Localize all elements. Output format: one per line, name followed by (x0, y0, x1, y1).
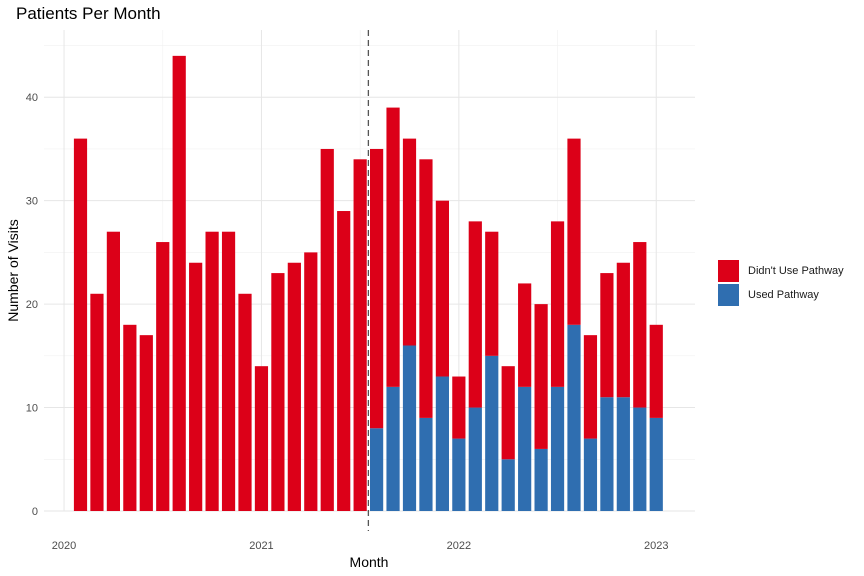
bar-didnt-use-pathway (370, 148, 384, 429)
bar-didnt-use-pathway (633, 242, 647, 408)
legend-label-not-used: Didn't Use Pathway (748, 265, 844, 277)
bar-didnt-use-pathway (402, 138, 417, 346)
y-tick-label: 20 (26, 299, 38, 311)
x-tick-label: 2020 (52, 540, 76, 552)
bar-didnt-use-pathway (304, 252, 318, 512)
bar-didnt-use-pathway (616, 262, 630, 398)
legend-item-not-used: Didn't Use Pathway (718, 259, 844, 283)
bar-used-pathway (649, 417, 663, 511)
bar-didnt-use-pathway (567, 138, 581, 325)
bar-used-pathway (616, 397, 630, 511)
bar-used-pathway (435, 376, 449, 511)
bar-didnt-use-pathway (501, 366, 515, 460)
y-tick-label: 40 (26, 92, 38, 104)
bar-used-pathway (550, 386, 565, 511)
legend-swatch-used (718, 284, 739, 306)
x-tick-label: 2023 (644, 540, 668, 552)
bar-didnt-use-pathway (271, 273, 285, 511)
bar-didnt-use-pathway (534, 304, 548, 449)
bar-didnt-use-pathway (468, 221, 482, 408)
bar-used-pathway (419, 417, 433, 511)
bar-didnt-use-pathway (386, 107, 400, 387)
bar-used-pathway (402, 345, 417, 511)
bar-used-pathway (534, 448, 548, 511)
bar-didnt-use-pathway (189, 262, 203, 511)
x-tick-label: 2021 (249, 540, 273, 552)
bar-didnt-use-pathway (600, 273, 614, 398)
legend-swatch-not-used (718, 260, 739, 282)
x-tick-label: 2022 (447, 540, 471, 552)
bar-used-pathway (600, 397, 614, 511)
bar-used-pathway (501, 459, 515, 511)
bar-didnt-use-pathway (90, 293, 104, 511)
x-axis-label: Month (350, 554, 389, 570)
bar-used-pathway (518, 386, 532, 511)
bar-didnt-use-pathway (254, 366, 269, 511)
bar-didnt-use-pathway (435, 200, 449, 377)
bar-didnt-use-pathway (205, 231, 219, 512)
bar-used-pathway (370, 428, 384, 511)
bar-didnt-use-pathway (353, 159, 367, 511)
bar-didnt-use-pathway (452, 376, 466, 439)
bar-didnt-use-pathway (139, 335, 153, 511)
bar-didnt-use-pathway (550, 221, 565, 387)
y-tick-label: 0 (32, 506, 38, 518)
bar-used-pathway (386, 386, 400, 511)
bar-didnt-use-pathway (123, 324, 137, 511)
bar-didnt-use-pathway (172, 55, 186, 511)
bar-didnt-use-pathway (287, 262, 301, 511)
bar-didnt-use-pathway (156, 242, 170, 511)
bar-didnt-use-pathway (649, 324, 663, 418)
bar-used-pathway (567, 324, 581, 511)
bar-didnt-use-pathway (518, 283, 532, 387)
legend: Didn't Use Pathway Used Pathway (718, 259, 844, 307)
legend-item-used: Used Pathway (718, 283, 844, 307)
chart-title: Patients Per Month (16, 4, 161, 23)
bar-didnt-use-pathway (583, 335, 598, 439)
bar-didnt-use-pathway (106, 231, 120, 512)
y-tick-label: 10 (26, 403, 38, 415)
legend-label-used: Used Pathway (748, 289, 819, 301)
bar-used-pathway (468, 407, 482, 511)
bar-used-pathway (583, 438, 598, 511)
bar-used-pathway (485, 355, 499, 511)
bar-used-pathway (452, 438, 466, 511)
bar-didnt-use-pathway (238, 293, 252, 511)
y-axis-label: Number of Visits (5, 219, 21, 321)
y-tick-label: 30 (26, 196, 38, 208)
bar-didnt-use-pathway (419, 159, 433, 418)
bar-didnt-use-pathway (337, 211, 351, 512)
bar-didnt-use-pathway (73, 138, 88, 511)
bar-didnt-use-pathway (221, 231, 236, 512)
bar-didnt-use-pathway (320, 148, 334, 512)
bar-didnt-use-pathway (485, 231, 499, 356)
bar-used-pathway (633, 407, 647, 511)
